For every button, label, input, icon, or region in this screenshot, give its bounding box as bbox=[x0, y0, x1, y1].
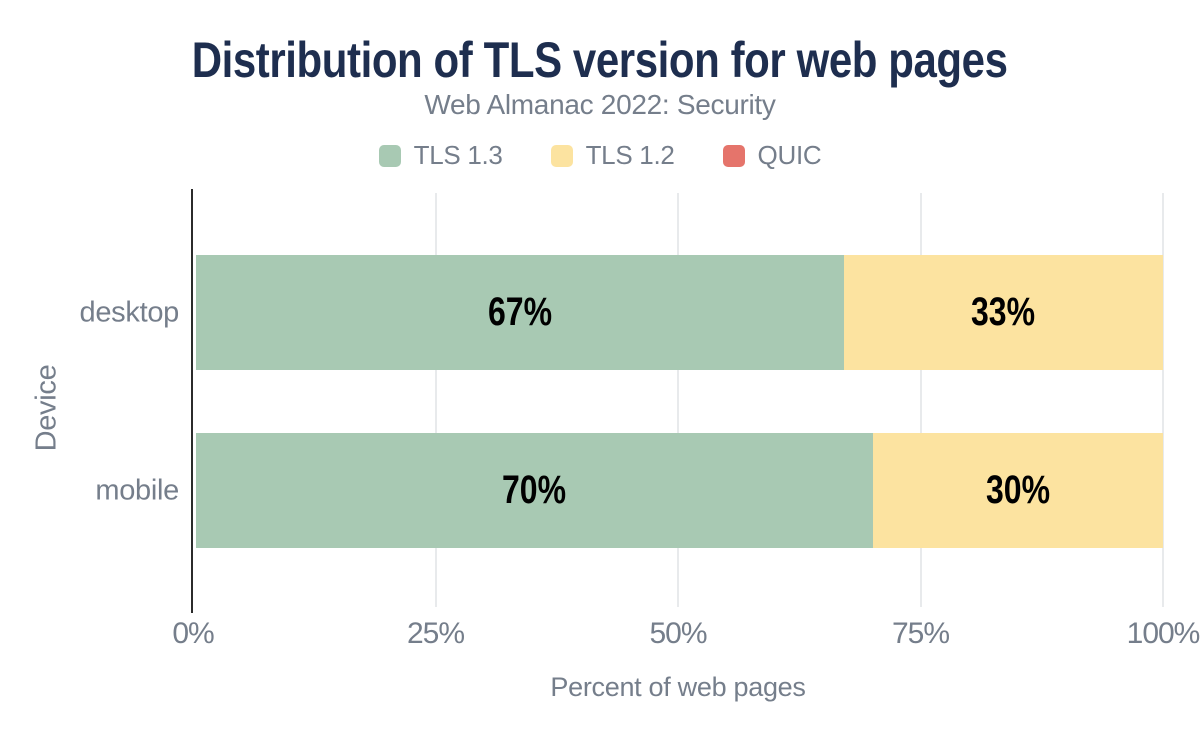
x-tick-label: 0% bbox=[172, 617, 214, 650]
plot-area: desktop 67% 33% mobile 70% 30% 0% 25% 50% 75% 100% bbox=[80, 189, 1200, 650]
gridline bbox=[434, 193, 437, 607]
category-label: desktop bbox=[79, 296, 180, 328]
legend-item: QUIC bbox=[722, 140, 822, 171]
x-tick-label: 100% bbox=[1126, 617, 1200, 650]
bar-segment-tls-1-3[interactable]: 70% bbox=[196, 433, 873, 548]
legend-item-label: TLS 1.3 bbox=[413, 140, 503, 170]
bar-segment-tls-1-3[interactable]: 67% bbox=[196, 255, 844, 370]
gridline bbox=[919, 193, 922, 607]
legend-item-label: QUIC bbox=[757, 140, 822, 170]
chart-title-text: Distribution of TLS version for web page… bbox=[192, 32, 1008, 88]
x-tick-label: 50% bbox=[649, 617, 707, 650]
y-axis-line bbox=[191, 189, 193, 613]
chart-subtitle: Web Almanac 2022: Security bbox=[424, 89, 776, 120]
gridline bbox=[1162, 193, 1164, 607]
x-axis-title: Percent of web pages bbox=[550, 672, 806, 702]
x-tick-label: 25% bbox=[406, 617, 465, 650]
bar-segment-label: 30% bbox=[985, 468, 1050, 512]
bar-segment-label: 33% bbox=[971, 290, 1036, 334]
category-label: mobile bbox=[95, 474, 179, 506]
chart-title: Distribution of TLS version for web page… bbox=[0, 31, 1200, 89]
legend-item: TLS 1.2 bbox=[550, 140, 675, 171]
legend-swatch-icon bbox=[722, 144, 745, 167]
legend-item: TLS 1.3 bbox=[378, 140, 503, 171]
bar-row: 70% 30% bbox=[196, 433, 1163, 548]
legend-swatch-icon bbox=[378, 144, 401, 167]
x-tick-label: 75% bbox=[891, 617, 950, 650]
legend-swatch-icon bbox=[550, 144, 573, 167]
bar-row: 67% 33% bbox=[196, 255, 1163, 370]
bar-segment-label: 70% bbox=[502, 468, 567, 512]
legend: TLS 1.3 TLS 1.2 QUIC bbox=[0, 140, 1200, 171]
bar-segment-tls-1-2[interactable]: 33% bbox=[843, 255, 1163, 370]
gridline bbox=[677, 193, 679, 607]
legend-item-label: TLS 1.2 bbox=[585, 140, 675, 170]
y-axis-title: Device bbox=[30, 364, 63, 452]
bar-segment-tls-1-2[interactable]: 30% bbox=[872, 433, 1163, 548]
bar-segment-label: 67% bbox=[487, 290, 552, 334]
